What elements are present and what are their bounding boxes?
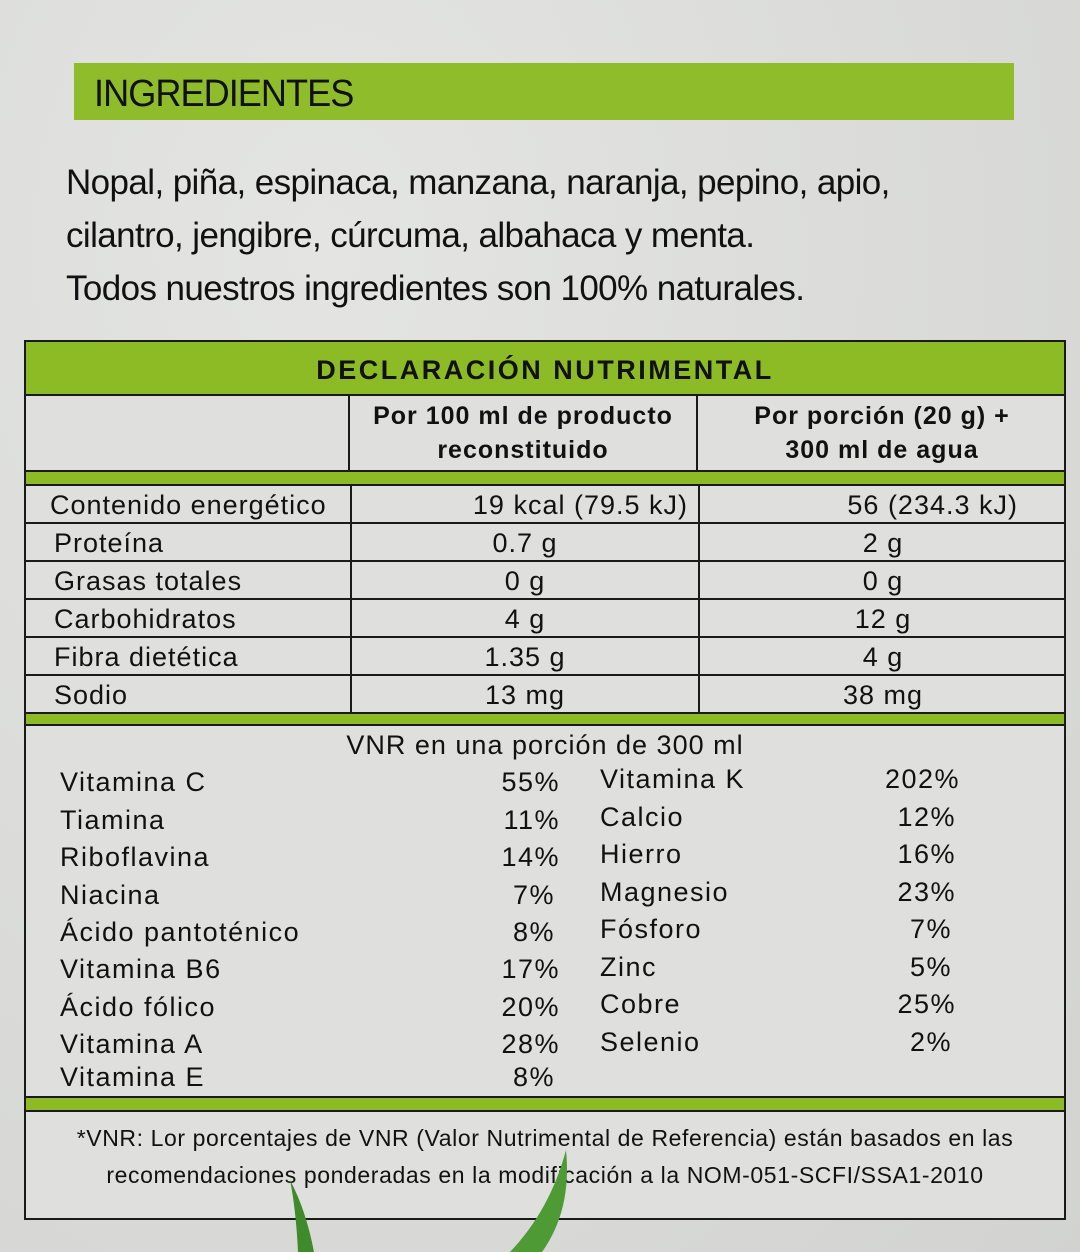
per100-value: 4 g: [350, 600, 698, 636]
table-row: Contenido energético 19 kcal (79.5 kJ) 5…: [26, 486, 1064, 524]
nutrient-name: Contenido energético: [50, 490, 327, 520]
per100-value: 1.35 g: [350, 638, 698, 674]
vnr-pct: 17%: [501, 954, 560, 984]
portion-value: 0 g: [698, 562, 1066, 598]
header-line: Por 100 ml de producto: [373, 402, 673, 430]
vnr-pct: 11%: [503, 805, 560, 835]
ingredients-line: Nopal, piña, espinaca, manzana, naranja,…: [66, 163, 890, 202]
per100-value: 0 g: [350, 562, 698, 598]
header-line: reconstituido: [437, 436, 609, 464]
ingredients-line: cilantro, jengibre, cúrcuma, albahaca y …: [66, 216, 755, 255]
portion-value: 56 (234.3 kJ): [698, 486, 1066, 522]
vnr-name: Calcio: [600, 802, 685, 832]
vnr-pct: 14%: [501, 842, 560, 872]
vnr-name: Magnesio: [600, 877, 730, 907]
nutrient-name: Proteína: [54, 528, 165, 558]
nutrient-name: Fibra dietética: [54, 642, 239, 672]
nutrient-name: Sodio: [54, 680, 129, 710]
nutrient-name: Carbohidratos: [54, 604, 237, 634]
vnr-name: Vitamina K: [600, 764, 746, 794]
vnr-name: Vitamina E: [60, 1062, 206, 1092]
vnr-name: Selenio: [600, 1027, 701, 1057]
vnr-pct: 25%: [897, 989, 956, 1019]
portion-value: 2 g: [698, 524, 1066, 560]
nutrition-title: DECLARACIÓN NUTRIMENTAL: [26, 342, 1064, 396]
vnr-pct: 7%: [909, 914, 952, 944]
vnr-pct: 55%: [501, 767, 560, 797]
vnr-pct: 7%: [512, 880, 555, 910]
table-row: Fibra dietética 1.35 g 4 g: [26, 638, 1064, 676]
nutrient-name: Grasas totales: [54, 566, 243, 596]
portion-value: 12 g: [698, 600, 1066, 636]
table-row: Grasas totales 0 g 0 g: [26, 562, 1064, 600]
ingredients-heading: INGREDIENTES: [94, 73, 354, 115]
ingredients-text: Nopal, piña, espinaca, manzana, naranja,…: [66, 156, 1046, 315]
vnr-pct: 8%: [512, 917, 555, 947]
vnr-pct: 5%: [909, 952, 952, 982]
nutrition-table: DECLARACIÓN NUTRIMENTAL Por 100 ml de pr…: [24, 340, 1066, 1220]
vnr-name: Vitamina A: [60, 1029, 204, 1059]
portion-value: 4 g: [698, 638, 1066, 674]
vnr-pct: 12%: [897, 802, 956, 832]
table-row: Carbohidratos 4 g 12 g: [26, 600, 1064, 638]
vnr-name: Vitamina C: [60, 767, 207, 797]
header-per-100ml: Por 100 ml de producto reconstituido: [350, 396, 698, 472]
header-line: Por porción (20 g) +: [754, 402, 1010, 430]
vnr-name: Fósforo: [600, 914, 703, 944]
ingredients-heading-bar: INGREDIENTES: [74, 63, 1014, 120]
vnr-name: Ácido fólico: [60, 992, 217, 1022]
vnr-name: Tiamina: [60, 805, 166, 835]
green-divider: [26, 712, 1064, 726]
vnr-name: Zinc: [600, 952, 658, 982]
vnr-name: Hierro: [600, 839, 683, 869]
footnote-line: recomendaciones ponderadas en la modific…: [106, 1162, 984, 1188]
vnr-name: Vitamina B6: [60, 954, 222, 984]
vnr-pct: 202%: [884, 764, 960, 794]
ingredients-line: Todos nuestros ingredientes son 100% nat…: [66, 269, 805, 308]
vnr-pct: 8%: [512, 1062, 555, 1092]
header-line: 300 ml de agua: [785, 436, 979, 464]
per100-value: 19 kcal (79.5 kJ): [350, 486, 698, 522]
per100-value: 13 mg: [350, 676, 698, 712]
vnr-name: Niacina: [60, 880, 161, 910]
vnr-pct: 28%: [501, 1029, 560, 1059]
header-empty-cell: [26, 396, 350, 472]
table-row: Proteína 0.7 g 2 g: [26, 524, 1064, 562]
green-divider: [26, 470, 1064, 486]
green-divider: [26, 1096, 1064, 1112]
vnr-title: VNR en una porción de 300 ml: [346, 730, 744, 760]
per100-value: 0.7 g: [350, 524, 698, 560]
footnote-line: *VNR: Lor porcentajes de VNR (Valor Nutr…: [76, 1125, 1014, 1151]
vnr-pct: 2%: [909, 1027, 952, 1057]
header-per-portion: Por porción (20 g) + 300 ml de agua: [698, 396, 1066, 472]
footnote: *VNR: Lor porcentajes de VNR (Valor Nutr…: [26, 1120, 1064, 1194]
vnr-name: Ácido pantoténico: [60, 917, 301, 947]
vnr-pct: 20%: [501, 992, 560, 1022]
vnr-name: Cobre: [600, 989, 682, 1019]
vnr-pct: 16%: [897, 839, 956, 869]
table-row: Sodio 13 mg 38 mg: [26, 676, 1064, 714]
vnr-pct: 23%: [897, 877, 956, 907]
portion-value: 38 mg: [698, 676, 1066, 712]
vnr-name: Riboflavina: [60, 842, 211, 872]
